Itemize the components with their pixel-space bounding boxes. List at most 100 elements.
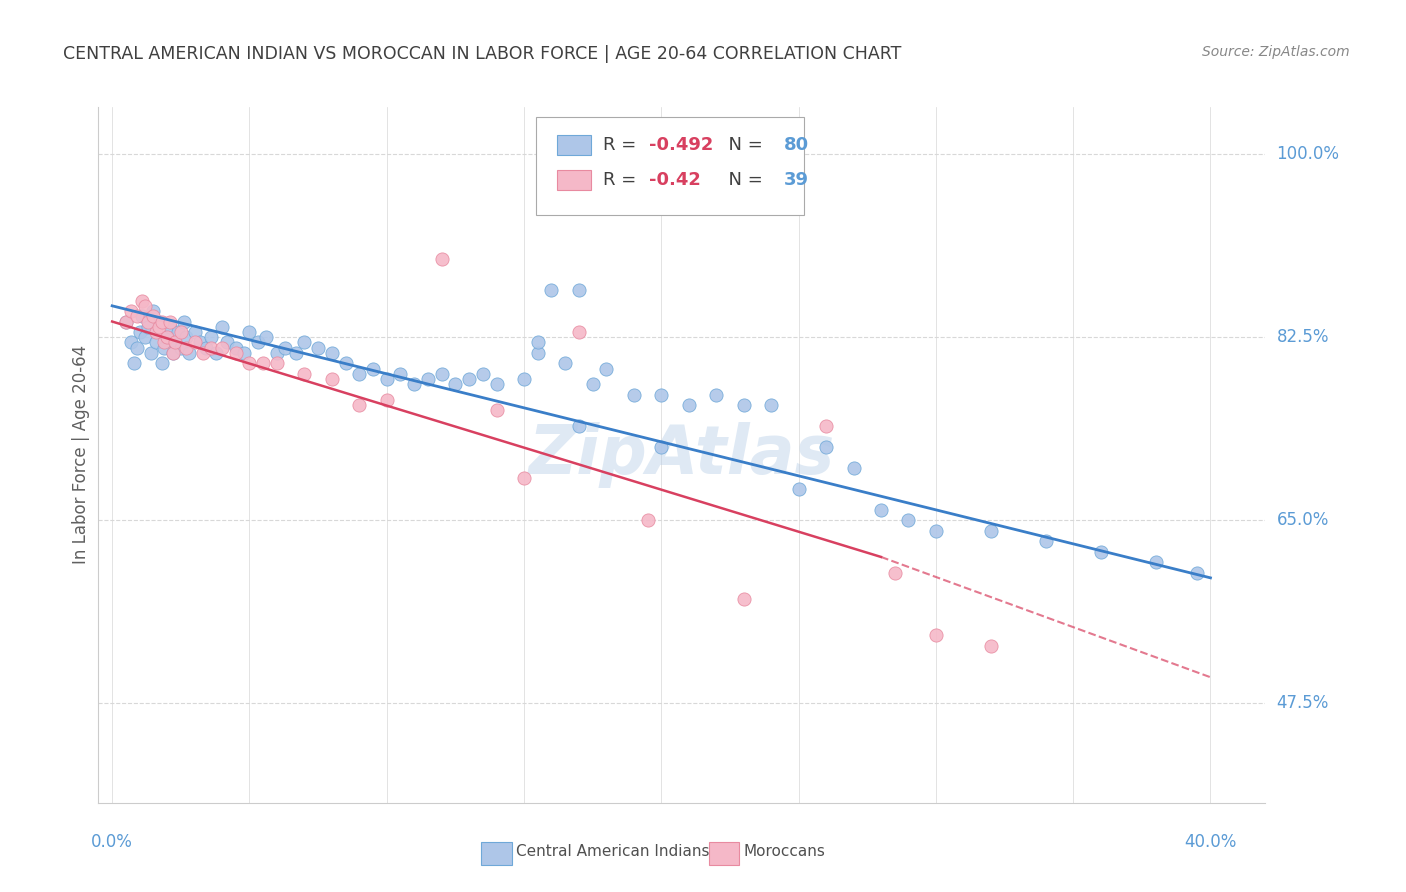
Point [139,346,162,360]
Text: 39: 39 [783,171,808,189]
Point [200,330,222,344]
Point [733,591,755,606]
Point [238,356,260,370]
Point [335,356,357,370]
Point [526,346,548,360]
Text: 47.5%: 47.5% [1277,694,1329,713]
Point [526,335,548,350]
Point [485,403,508,417]
Point [375,392,398,407]
Point [246,335,269,350]
Text: -0.492: -0.492 [650,136,714,154]
Point [159,314,181,328]
FancyBboxPatch shape [536,118,804,215]
Point [183,325,205,339]
Point [321,372,343,386]
FancyBboxPatch shape [557,136,591,155]
Point [134,330,156,344]
Y-axis label: In Labor Force | Age 20-64: In Labor Force | Age 20-64 [72,345,90,565]
Point [205,346,228,360]
Point [1144,555,1167,569]
Point [233,346,256,360]
Text: 82.5%: 82.5% [1277,328,1329,346]
Point [125,341,148,355]
Point [485,377,508,392]
Point [173,314,195,328]
Point [252,356,274,370]
Point [704,388,727,402]
Point [842,461,865,475]
FancyBboxPatch shape [557,170,591,190]
Point [156,330,179,344]
Point [162,346,184,360]
Point [136,314,159,328]
Point [375,372,398,386]
Point [211,319,233,334]
Point [925,628,948,642]
Point [292,367,315,381]
Point [153,335,176,350]
Point [125,310,148,324]
Point [115,314,138,328]
Point [870,503,893,517]
Point [131,310,153,324]
Point [444,377,467,392]
Point [142,304,165,318]
Text: 80: 80 [783,136,808,154]
Point [980,639,1002,653]
Point [128,325,150,339]
Point [159,319,181,334]
Point [148,319,170,334]
Point [170,341,193,355]
Point [650,388,672,402]
Text: ZipAtlas: ZipAtlas [529,422,835,488]
Point [513,471,536,485]
Point [404,377,426,392]
Point [430,367,453,381]
Point [637,513,659,527]
Point [582,377,605,392]
Point [131,293,153,308]
Point [787,482,810,496]
Point [650,440,672,454]
Text: 0.0%: 0.0% [91,833,134,851]
Point [321,346,343,360]
Point [115,314,138,328]
Point [162,346,184,360]
Point [254,330,277,344]
Point [142,310,165,324]
Point [145,335,167,350]
Point [540,283,562,297]
Point [292,335,315,350]
Point [217,335,239,350]
Point [120,304,142,318]
Point [188,335,211,350]
Point [678,398,700,412]
Text: CENTRAL AMERICAN INDIAN VS MOROCCAN IN LABOR FORCE | AGE 20-64 CORRELATION CHART: CENTRAL AMERICAN INDIAN VS MOROCCAN IN L… [63,45,901,62]
Point [150,356,173,370]
Point [925,524,948,538]
Point [183,335,205,350]
Point [200,341,222,355]
Point [285,346,308,360]
Point [568,325,591,339]
Point [122,356,145,370]
Point [174,341,197,355]
Point [815,440,838,454]
Point [165,335,187,350]
Text: 100.0%: 100.0% [1277,145,1340,163]
Point [430,252,453,266]
Text: Central American Indians: Central American Indians [516,844,710,859]
Text: -0.42: -0.42 [650,171,702,189]
Point [167,325,190,339]
Point [1090,544,1112,558]
Point [136,319,159,334]
Point [191,346,214,360]
Point [349,367,371,381]
FancyBboxPatch shape [481,842,512,865]
Point [361,361,384,376]
Point [416,372,439,386]
Point [623,388,645,402]
Point [568,419,591,434]
Text: R =: R = [603,171,641,189]
